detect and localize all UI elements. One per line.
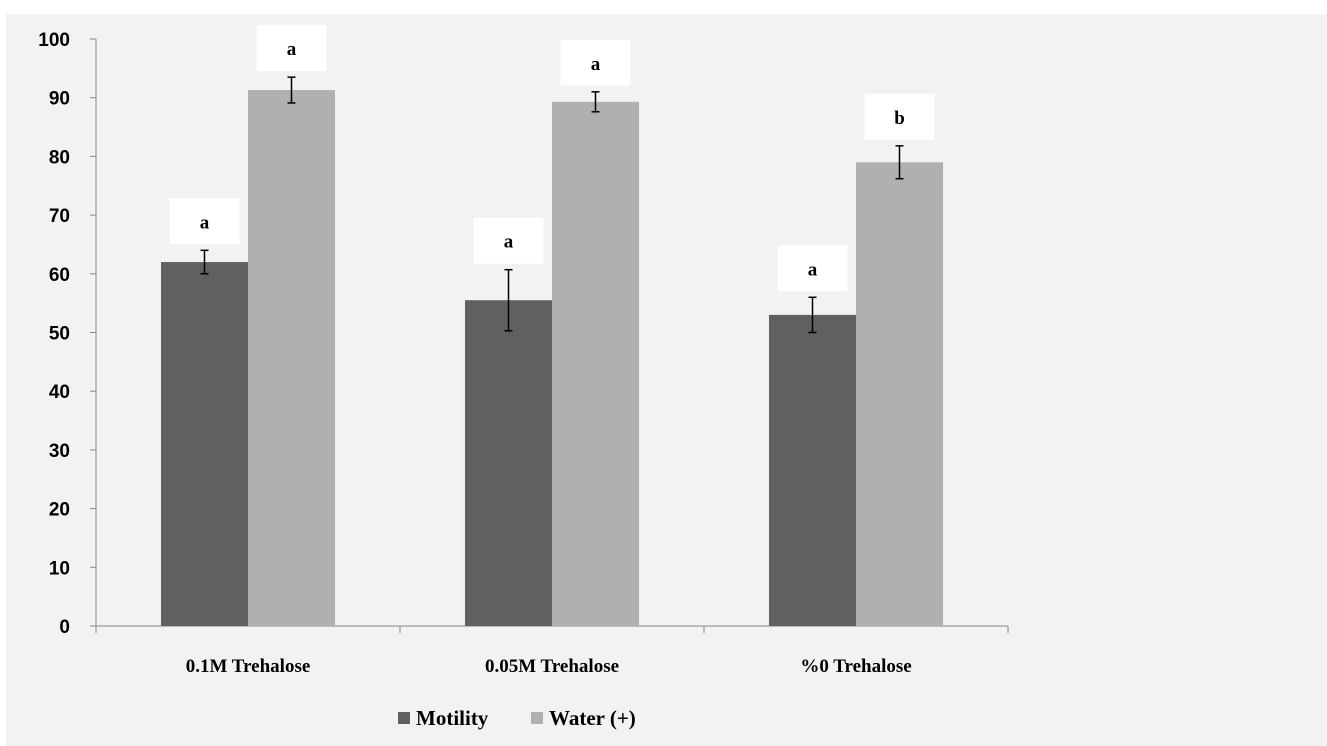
y-tick-label: 50 xyxy=(49,324,70,345)
y-tick-label: 30 xyxy=(49,441,70,462)
significance-label: a xyxy=(591,54,601,75)
significance-label: a xyxy=(808,259,818,280)
legend: Motility Water (+) xyxy=(398,706,636,730)
bar xyxy=(856,162,943,626)
bar xyxy=(161,262,248,626)
significance-label: b xyxy=(894,108,905,129)
significance-label-box xyxy=(777,245,848,292)
y-tick-label: 80 xyxy=(49,147,70,168)
significance-label-box xyxy=(864,93,935,140)
bar xyxy=(552,101,639,626)
x-tick-label: %0 Trehalose xyxy=(800,656,911,677)
significance-labels: a a a a a b xyxy=(169,25,935,292)
y-tick-label: 90 xyxy=(49,89,70,110)
significance-label-box xyxy=(256,25,327,72)
legend-label: Motility xyxy=(416,706,489,730)
significance-label-box xyxy=(169,198,240,245)
y-tick-label: 20 xyxy=(49,500,70,521)
x-tick-label: 0.1M Trehalose xyxy=(186,656,311,677)
y-tick-label: 0 xyxy=(59,617,70,638)
legend-label: Water (+) xyxy=(549,706,636,730)
bar xyxy=(465,300,552,626)
error-bars xyxy=(200,76,904,334)
significance-label-box xyxy=(560,39,631,86)
x-tick-label: 0.05M Trehalose xyxy=(485,656,619,677)
significance-label-box xyxy=(473,217,544,264)
y-tick-label: 60 xyxy=(49,265,70,286)
y-tick-label: 40 xyxy=(49,382,70,403)
x-axis-ticks: 0.1M Trehalose 0.05M Trehalose %0 Trehalos… xyxy=(186,656,912,677)
y-tick-label: 100 xyxy=(38,30,70,51)
bar xyxy=(769,314,856,626)
significance-label: a xyxy=(200,212,210,233)
significance-label: a xyxy=(504,232,514,253)
y-axis-ticks: 0 10 20 30 40 50 60 70 80 90 100 xyxy=(38,30,96,638)
bars xyxy=(161,90,943,627)
legend-swatch xyxy=(531,712,543,724)
y-tick-label: 10 xyxy=(49,558,70,579)
significance-label: a xyxy=(287,39,297,60)
bar xyxy=(248,90,335,627)
legend-swatch xyxy=(398,712,410,724)
y-tick-label: 70 xyxy=(49,206,70,227)
